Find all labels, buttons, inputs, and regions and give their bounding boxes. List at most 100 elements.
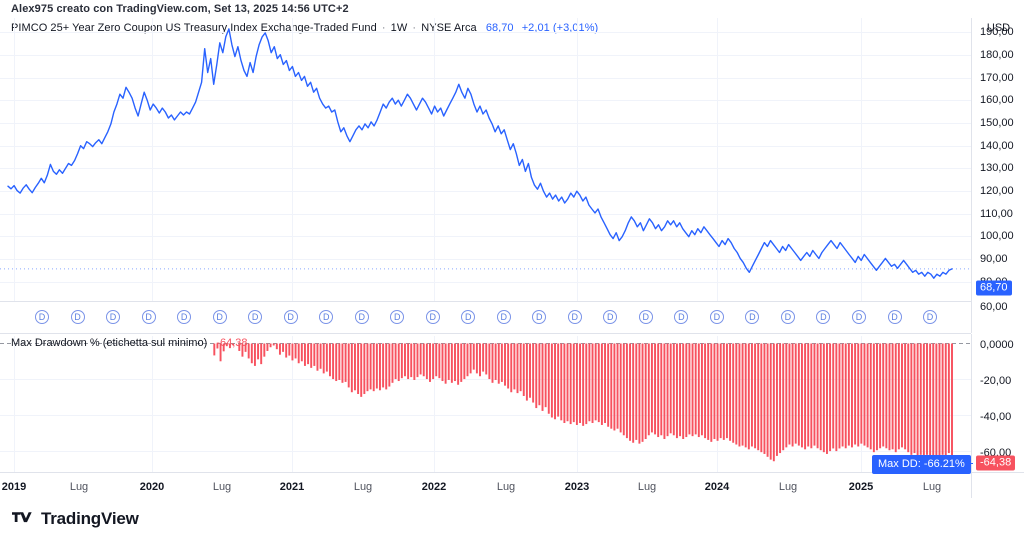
drawdown-bar — [700, 343, 703, 436]
drawdown-bar — [629, 343, 632, 441]
dividend-mark[interactable]: D — [141, 310, 156, 324]
dividend-mark[interactable]: D — [603, 310, 618, 324]
drawdown-bar — [719, 343, 722, 439]
gridline-horizontal — [0, 259, 971, 260]
drawdown-bar — [926, 343, 928, 455]
drawdown-bar — [544, 343, 547, 408]
dividend-mark[interactable]: D — [532, 310, 547, 324]
drawdown-bar — [425, 343, 428, 380]
dividend-mark[interactable]: D — [319, 310, 334, 324]
drawdown-bar — [550, 343, 553, 418]
dividend-mark[interactable]: D — [70, 310, 85, 324]
gridline-vertical — [717, 18, 718, 301]
pane-divider-top — [0, 301, 971, 302]
time-axis-label: Lug — [637, 481, 657, 493]
drawdown-bar — [525, 343, 528, 401]
drawdown-bar — [560, 343, 563, 421]
drawdown-axis-current-badge: -64,38 — [976, 455, 1016, 471]
dividend-mark[interactable]: D — [390, 310, 405, 324]
drawdown-bar — [854, 343, 857, 445]
drawdown-bar — [607, 343, 610, 427]
drawdown-bar — [804, 343, 807, 450]
drawdown-bar — [422, 343, 425, 377]
dividend-mark[interactable]: D — [177, 310, 192, 324]
drawdown-bar — [228, 343, 231, 349]
price-axis[interactable]: USD 190,00 180,00 170,00 160,00 150,00 1… — [971, 18, 1024, 333]
drawdown-axis-tick: -20,00 — [980, 375, 1012, 387]
drawdown-bar — [385, 343, 388, 390]
dividend-mark[interactable]: D — [283, 310, 298, 324]
drawdown-bar — [735, 343, 738, 445]
dividend-mark[interactable]: D — [638, 310, 653, 324]
max-dd-callout[interactable]: Max DD: -66.21% — [872, 455, 971, 474]
drawdown-bar — [872, 343, 875, 453]
drawdown-bar — [929, 343, 932, 457]
drawdown-bar — [272, 343, 275, 346]
drawdown-bar — [722, 343, 725, 440]
time-axis[interactable]: 2019 Lug 2020 Lug 2021 Lug 2022 Lug 2023 Lug 2024 L… — [0, 472, 1024, 499]
dividend-mark[interactable]: D — [709, 310, 724, 324]
dividend-mark[interactable]: D — [923, 310, 937, 324]
dividend-mark[interactable]: D — [425, 310, 440, 324]
gridline-horizontal — [0, 214, 971, 215]
drawdown-bar — [938, 343, 941, 459]
gridline-horizontal — [0, 168, 971, 169]
drawdown-bar — [860, 343, 863, 444]
dividend-mark[interactable]: D — [852, 310, 866, 324]
drawdown-bar — [460, 343, 463, 382]
dividend-mark[interactable]: D — [35, 310, 49, 324]
price-pane[interactable] — [0, 18, 971, 301]
legend-separator-1: · — [381, 22, 386, 34]
drawdown-bar — [225, 343, 228, 347]
drawdown-bar — [357, 343, 360, 395]
gridline-horizontal — [0, 415, 971, 416]
drawdown-bar — [947, 343, 950, 454]
drawdown-bar — [635, 343, 638, 440]
drawdown-bar — [504, 343, 506, 386]
drawdown-axis[interactable]: 0,0000 -20,00 -40,00 -60,00 -64,38 — [971, 334, 1024, 472]
drawdown-bar — [951, 343, 953, 458]
drawdown-bar — [813, 343, 816, 446]
drawdown-bar — [488, 343, 491, 380]
gridline-vertical — [434, 336, 435, 472]
drawdown-bar — [247, 343, 250, 359]
drawdown-bar — [641, 343, 644, 442]
drawdown-bar — [432, 343, 435, 380]
dividend-mark[interactable]: D — [745, 310, 760, 324]
drawdown-bar — [363, 343, 366, 395]
dividend-mark[interactable]: D — [106, 310, 120, 324]
dividend-mark[interactable]: D — [674, 310, 689, 324]
drawdown-bar — [572, 343, 575, 423]
drawdown-bar — [222, 343, 225, 352]
drawdown-bar — [935, 343, 938, 457]
drawdown-bar — [654, 343, 657, 435]
drawdown-bar — [769, 343, 772, 460]
drawdown-bar — [688, 343, 691, 435]
dividend-mark[interactable]: D — [496, 310, 511, 324]
drawdown-bar — [400, 343, 403, 379]
drawdown-bar — [866, 343, 869, 448]
drawdown-bar — [760, 343, 763, 453]
price-axis-tick: 100,00 — [980, 230, 1014, 242]
drawdown-bar — [644, 343, 647, 440]
dividend-mark[interactable]: D — [816, 310, 831, 324]
drawdown-bar — [685, 343, 688, 438]
tradingview-logo[interactable]: TradingView — [12, 509, 139, 529]
drawdown-bar — [857, 343, 860, 447]
drawdown-bar — [257, 343, 260, 360]
drawdown-bar — [616, 343, 619, 429]
dividend-mark[interactable]: D — [780, 310, 795, 324]
drawdown-study-legend[interactable]: Max Drawdown % (etichetta sul minimo) -6… — [11, 337, 248, 349]
dividend-mark[interactable]: D — [354, 310, 369, 324]
dividend-mark[interactable]: D — [212, 310, 227, 324]
drawdown-bar — [391, 343, 394, 383]
dividend-mark[interactable]: D — [248, 310, 263, 324]
drawdown-bar — [532, 343, 535, 403]
drawdown-bar — [379, 343, 381, 391]
drawdown-bar — [529, 343, 531, 398]
drawdown-bar — [832, 343, 835, 449]
dividend-mark[interactable]: D — [567, 310, 582, 324]
dividend-mark[interactable]: D — [887, 310, 902, 324]
drawdown-pane[interactable] — [0, 336, 971, 472]
dividend-mark[interactable]: D — [461, 310, 476, 324]
